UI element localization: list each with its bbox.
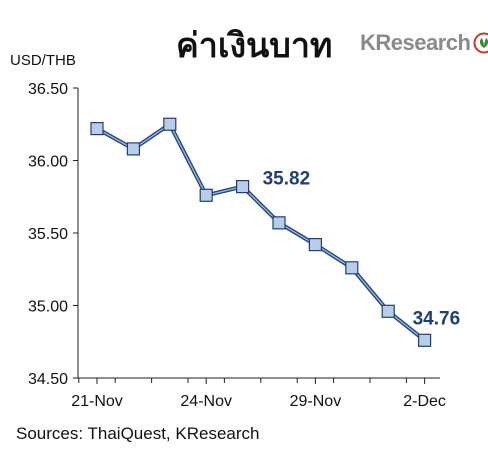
series-markers [90,117,432,347]
data-label: 34.76 [413,308,461,329]
data-point-marker [199,188,213,202]
y-axis-unit-label: USD/THB [10,52,76,69]
data-point-marker [236,180,250,194]
series-line-inner [96,123,426,341]
x-tick-label: 24-Nov [180,393,232,410]
data-label: 35.82 [263,169,311,190]
logo-text: KResearch [360,30,471,55]
data-point-marker [381,304,395,318]
data-point-marker [308,238,322,252]
y-tick-label: 35.00 [28,299,68,316]
chart-title: ค่าเงินบาท [176,26,333,66]
x-tick-label: 21-Nov [71,393,123,410]
data-point-marker [90,121,104,136]
data-point-marker [418,333,432,347]
y-tick-label: 36.00 [28,154,68,171]
kresearch-logo: KResearch [360,26,488,60]
data-labels: 35.82 34.76 [263,169,461,330]
y-tick-label: 34.50 [28,371,68,388]
y-tick-label: 36.50 [28,81,68,98]
chart-axes [77,88,440,379]
y-axis-ticks: 34.50 35.00 35.50 36.00 36.50 [28,81,78,388]
y-tick-label: 35.50 [28,226,68,243]
series-line-outer [96,122,426,342]
x-axis-ticks: 21-Nov 24-Nov 29-Nov 2-Dec [71,378,446,410]
data-point-marker [126,142,141,156]
source-note: Sources: ThaiQuest, KResearch [16,424,260,443]
data-point-marker [163,117,177,131]
data-point-marker [345,261,359,275]
series-line [96,122,426,342]
x-tick-label: 2-Dec [403,393,446,410]
kasikorn-leaf-icon [473,32,488,54]
data-point-marker [272,216,286,230]
x-tick-label: 29-Nov [290,393,342,410]
